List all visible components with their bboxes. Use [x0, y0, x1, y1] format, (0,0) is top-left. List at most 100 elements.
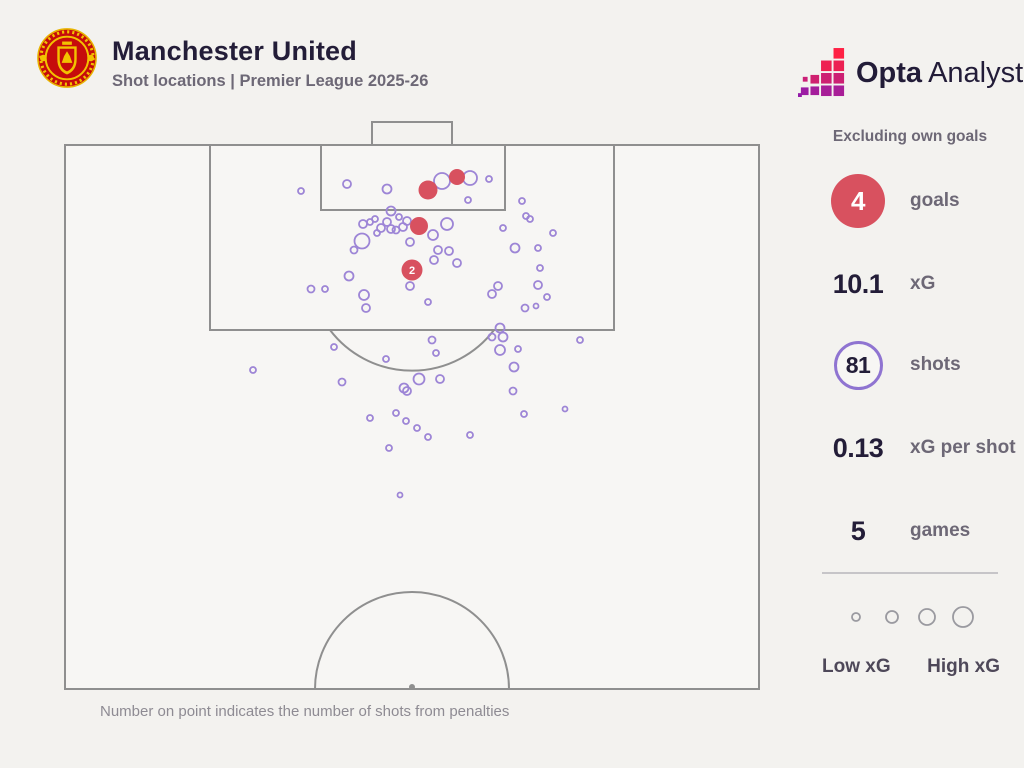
goal-marker [410, 217, 428, 235]
shot-marker [509, 242, 521, 254]
shot-marker [382, 355, 390, 363]
legend-size-circle [885, 610, 899, 624]
penalty-arc [329, 329, 495, 372]
shot-marker [337, 377, 347, 387]
shot-marker [392, 409, 400, 417]
opta-logo-text: Opta Analyst [856, 57, 1023, 90]
shot-marker [321, 285, 329, 293]
shot-marker [494, 322, 506, 334]
shot-marker [366, 414, 374, 422]
shots-badge: 81 [833, 340, 883, 390]
shot-marker [330, 343, 338, 351]
shot-marker [395, 213, 403, 221]
shot-marker [520, 410, 528, 418]
centre-spot [409, 684, 415, 690]
shot-marker [402, 417, 410, 425]
shot-marker [440, 217, 454, 231]
shot-marker [373, 229, 381, 237]
opta-logo-word-analyst: Analyst [928, 56, 1024, 89]
shot-marker [382, 217, 392, 227]
shot-marker [396, 491, 404, 499]
opta-analyst-logo: Opta Analyst [798, 46, 1023, 100]
legend-size-circle [851, 612, 861, 622]
xg-per-shot-value: 0.13 [832, 432, 884, 463]
shot-marker [343, 270, 355, 282]
stat-row-xg: 10.1 xG [820, 255, 1024, 313]
shot-marker [576, 336, 584, 344]
shot-marker [543, 293, 551, 301]
shot-marker [424, 298, 432, 306]
shot-marker [536, 264, 544, 272]
shot-marker [342, 179, 352, 189]
shot-marker [386, 224, 396, 234]
page-title: Manchester United [112, 36, 357, 66]
shot-marker [435, 374, 445, 384]
stat-row-xg-per-shot: 0.13 xG per shot [820, 419, 1024, 477]
low-xg-label: Low xG [822, 656, 891, 677]
shot-marker [249, 366, 257, 374]
shot-marker [487, 332, 497, 342]
shot-marker [499, 224, 507, 232]
shot-marker [432, 349, 440, 357]
stat-row-shots: 81 shots [820, 336, 1024, 394]
high-xg-label: High xG [927, 656, 1000, 677]
xg-label: xG [910, 273, 936, 294]
shot-marker [405, 281, 415, 291]
page-subtitle: Shot locations | Premier League 2025-26 [112, 72, 429, 90]
shot-marker [413, 424, 421, 432]
shot-marker [402, 386, 412, 396]
goals-value: 4 [851, 185, 865, 216]
shot-marker [353, 232, 371, 250]
shot-marker [533, 280, 543, 290]
six-yard-box [320, 144, 506, 211]
penalty-count-label: 2 [409, 265, 415, 277]
shot-marker [429, 255, 439, 265]
shot-marker [444, 246, 454, 256]
shot-marker [494, 344, 506, 356]
xg-legend-labels: Low xG High xG [822, 656, 1000, 678]
games-label: games [910, 520, 971, 541]
xg-value: 10.1 [832, 268, 884, 299]
shot-marker [371, 215, 379, 223]
centre-circle [314, 591, 510, 690]
shot-marker [424, 433, 432, 441]
goal-marker [449, 169, 465, 185]
shot-marker [405, 237, 415, 247]
shot-marker [549, 229, 557, 237]
goal-marker [401, 259, 423, 281]
shot-marker [534, 244, 542, 252]
shot-marker [297, 187, 305, 195]
shot-marker [532, 302, 540, 310]
shot-marker [349, 245, 359, 255]
shot-marker [381, 183, 393, 195]
stat-row-games: 5 games [820, 502, 1024, 560]
man-utd-crest [37, 28, 97, 88]
shot-marker [487, 289, 497, 299]
shot-marker [526, 215, 534, 223]
shot-marker [361, 303, 371, 313]
shots-value: 81 [845, 351, 871, 378]
shot-marker [412, 372, 426, 386]
shot-marker [433, 172, 451, 190]
shot-marker [520, 303, 530, 313]
shot-marker [514, 345, 522, 353]
pitch-outline [64, 144, 760, 690]
sidebar-divider [822, 572, 998, 574]
shot-marker [385, 444, 393, 452]
opta-logo-mark [798, 48, 845, 97]
shot-marker [358, 289, 370, 301]
shot-marker [518, 197, 526, 205]
goals-badge: 4 [831, 174, 885, 228]
shot-marker [561, 405, 569, 413]
shot-marker [433, 245, 443, 255]
shot-marker [493, 281, 503, 291]
shot-marker [306, 284, 316, 294]
shot-marker [376, 223, 386, 233]
legend-size-circle [918, 608, 936, 626]
footer-caption: Number on point indicates the number of … [100, 703, 510, 720]
stat-row-goals: 4 goals [820, 172, 1024, 230]
shot-marker [427, 335, 437, 345]
header-titles: Manchester United Shot locations | Premi… [112, 36, 428, 91]
